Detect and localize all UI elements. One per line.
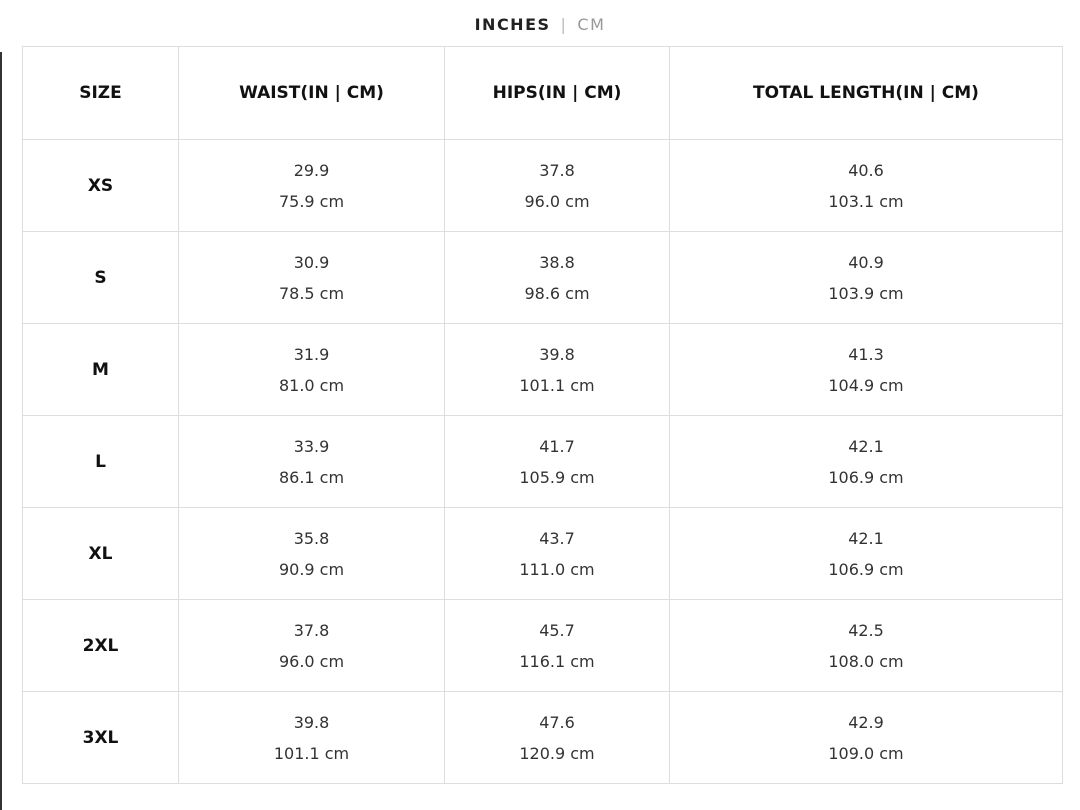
measurement-cell: 39.8 101.1 cm (444, 323, 670, 416)
measurement-cell: 42.5 108.0 cm (669, 599, 1063, 692)
column-header: SIZE (22, 46, 179, 140)
inch-value: 40.9 (848, 252, 884, 272)
cm-value: 96.0 cm (278, 651, 345, 671)
cm-value: 103.1 cm (828, 191, 904, 211)
inch-value: 42.1 (848, 436, 884, 456)
table-body: XS 29.9 75.9 cm 37.8 96.0 cm 40.6 103.1 cm S 30.… (22, 139, 1063, 784)
cm-value: 111.0 cm (519, 559, 595, 579)
measurement-cell: 35.8 90.9 cm (178, 507, 445, 600)
inch-value: 29.9 (293, 160, 330, 180)
measurement-cell: 41.7 105.9 cm (444, 415, 670, 508)
inch-value: 35.8 (293, 528, 330, 548)
inch-value: 43.7 (539, 528, 575, 548)
cm-value: 98.6 cm (524, 283, 590, 303)
measurement-cell: 41.3 104.9 cm (669, 323, 1063, 416)
header-row: SIZE WAIST(IN | CM) HIPS(IN | CM) TOTAL LEN… (22, 46, 1063, 140)
cm-value: 109.0 cm (828, 743, 904, 763)
measurement-cell: 45.7 116.1 cm (444, 599, 670, 692)
inch-value: 47.6 (539, 712, 575, 732)
window-edge (0, 52, 2, 810)
cm-value: 108.0 cm (828, 651, 904, 671)
inch-value: 40.6 (848, 160, 884, 180)
cm-value: 101.1 cm (519, 375, 595, 395)
table-row: 2XL 37.8 96.0 cm 45.7 116.1 cm 42.5 108.0 cm (22, 599, 1063, 692)
unit-toggle: INCHES | CM (0, 15, 1080, 34)
cm-value: 90.9 cm (278, 559, 345, 579)
inch-value: 37.8 (293, 620, 330, 640)
measurement-cell: 30.9 78.5 cm (178, 231, 445, 324)
inch-value: 42.9 (848, 712, 884, 732)
size-cell: M (22, 323, 179, 416)
inch-value: 30.9 (293, 252, 330, 272)
column-header: TOTAL LENGTH(IN | CM) (669, 46, 1063, 140)
cm-value: 96.0 cm (524, 191, 590, 211)
inch-value: 39.8 (539, 344, 575, 364)
cm-value: 86.1 cm (278, 467, 345, 487)
table-row: XL 35.8 90.9 cm 43.7 111.0 cm 42.1 106.9 cm (22, 507, 1063, 600)
column-header: WAIST(IN | CM) (178, 46, 445, 140)
size-cell: L (22, 415, 179, 508)
measurement-cell: 38.8 98.6 cm (444, 231, 670, 324)
measurement-cell: 31.9 81.0 cm (178, 323, 445, 416)
measurement-cell: 37.8 96.0 cm (178, 599, 445, 692)
cm-value: 106.9 cm (828, 467, 904, 487)
cm-option[interactable]: CM (577, 15, 606, 34)
cm-value: 101.1 cm (273, 743, 350, 763)
table-row: 3XL 39.8 101.1 cm 47.6 120.9 cm 42.9 109.0 cm (22, 691, 1063, 784)
cm-value: 81.0 cm (278, 375, 345, 395)
table-row: S 30.9 78.5 cm 38.8 98.6 cm 40.9 103.9 cm (22, 231, 1063, 324)
inch-value: 45.7 (539, 620, 575, 640)
cm-value: 105.9 cm (519, 467, 595, 487)
inch-value: 37.8 (539, 160, 575, 180)
column-header: HIPS(IN | CM) (444, 46, 670, 140)
measurement-cell: 42.1 106.9 cm (669, 507, 1063, 600)
separator: | (560, 15, 568, 34)
table-row: L 33.9 86.1 cm 41.7 105.9 cm 42.1 106.9 cm (22, 415, 1063, 508)
table-row: XS 29.9 75.9 cm 37.8 96.0 cm 40.6 103.1 cm (22, 139, 1063, 232)
inches-option[interactable]: INCHES (474, 15, 551, 34)
size-cell: XL (22, 507, 179, 600)
cm-value: 116.1 cm (519, 651, 595, 671)
inch-value: 33.9 (293, 436, 330, 456)
cm-value: 104.9 cm (828, 375, 904, 395)
size-cell: 3XL (22, 691, 179, 784)
inch-value: 39.8 (293, 712, 330, 732)
inch-value: 41.3 (848, 344, 884, 364)
cm-value: 120.9 cm (519, 743, 595, 763)
cm-value: 78.5 cm (278, 283, 345, 303)
inch-value: 41.7 (539, 436, 575, 456)
inch-value: 42.5 (848, 620, 884, 640)
measurement-cell: 42.9 109.0 cm (669, 691, 1063, 784)
measurement-cell: 42.1 106.9 cm (669, 415, 1063, 508)
size-cell: S (22, 231, 179, 324)
cm-value: 103.9 cm (828, 283, 904, 303)
measurement-cell: 29.9 75.9 cm (178, 139, 445, 232)
cm-value: 106.9 cm (828, 559, 904, 579)
measurement-cell: 43.7 111.0 cm (444, 507, 670, 600)
size-cell: XS (22, 139, 179, 232)
measurement-cell: 33.9 86.1 cm (178, 415, 445, 508)
table-row: M 31.9 81.0 cm 39.8 101.1 cm 41.3 104.9 cm (22, 323, 1063, 416)
size-cell: 2XL (22, 599, 179, 692)
inch-value: 38.8 (539, 252, 575, 272)
inch-value: 31.9 (293, 344, 330, 364)
measurement-cell: 40.6 103.1 cm (669, 139, 1063, 232)
measurement-cell: 39.8 101.1 cm (178, 691, 445, 784)
measurement-cell: 40.9 103.9 cm (669, 231, 1063, 324)
cm-value: 75.9 cm (278, 191, 345, 211)
measurement-cell: 37.8 96.0 cm (444, 139, 670, 232)
measurement-cell: 47.6 120.9 cm (444, 691, 670, 784)
inch-value: 42.1 (848, 528, 884, 548)
size-table: SIZE WAIST(IN | CM) HIPS(IN | CM) TOTAL LEN… (22, 46, 1063, 784)
